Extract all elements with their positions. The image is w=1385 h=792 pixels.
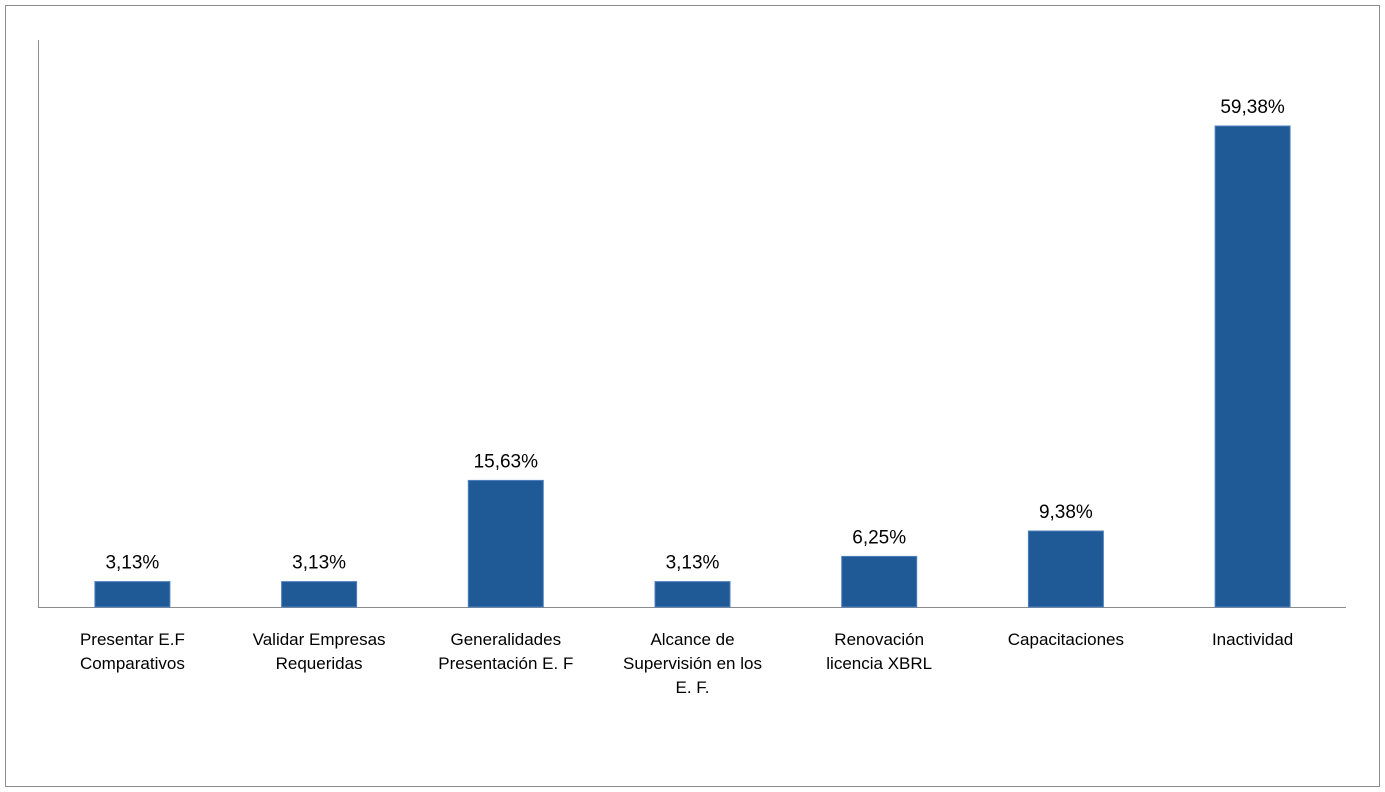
chart-frame [5,5,1380,787]
category-label-0-line-1: Comparativos [80,654,185,673]
data-label-6: 59,38% [1220,97,1285,118]
category-label-5: Capacitaciones [1008,630,1124,649]
data-label-0: 3,13% [105,553,159,574]
bar-1 [281,581,358,608]
category-label-2-line-1: Presentación E. F [438,654,573,673]
category-label-3-line-2: E. F. [675,678,709,697]
category-label-1: Validar Empresas Requeridas [253,630,386,673]
data-label-4: 6,25% [852,527,906,548]
bar-5 [1027,530,1104,608]
category-label-2: Generalidades Presentación E. F [438,630,573,673]
category-label-1-line-0: Validar Empresas [253,630,386,649]
data-label-2: 15,63% [474,451,539,472]
data-label-3: 3,13% [666,553,720,574]
category-label-3-line-0: Alcance de [650,630,734,649]
bar-2 [467,479,544,608]
labels-layer: 3,13% 3,13% 15,63% 3,13% 6,25% 9,38% 59,38% [105,97,1284,574]
category-label-1-line-1: Requeridas [276,654,363,673]
category-label-0: Presentar E.F Comparativos [80,630,185,673]
categories-layer: Presentar E.F Comparativos Validar Empresa… [80,630,1293,697]
category-label-2-line-0: Generalidades [451,630,562,649]
data-label-1: 3,13% [292,553,346,574]
category-label-4: Renovación licencia XBRL [826,630,932,673]
data-label-5: 9,38% [1039,502,1093,523]
category-label-5-line-0: Capacitaciones [1008,630,1124,649]
bar-4 [841,555,918,608]
category-label-6-line-0: Inactividad [1212,630,1293,649]
category-label-4-line-0: Renovación [834,630,924,649]
category-label-4-line-1: licencia XBRL [826,654,932,673]
bar-6 [1214,125,1291,608]
bars-layer [94,125,1291,608]
bar-3 [654,581,731,608]
bar-0 [94,581,171,608]
category-label-3: Alcance de Supervisión en los E. F. [623,630,762,697]
category-label-0-line-0: Presentar E.F [80,630,185,649]
category-label-3-line-1: Supervisión en los [623,654,762,673]
category-label-6: Inactividad [1212,630,1293,649]
